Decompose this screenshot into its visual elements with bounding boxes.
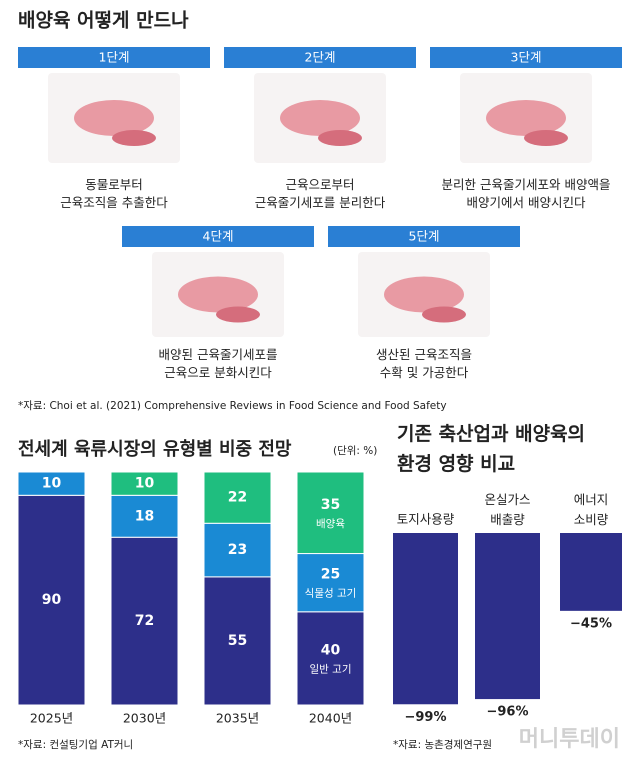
bar xyxy=(475,533,540,700)
illustration xyxy=(216,306,260,323)
bar-segment xyxy=(17,471,86,496)
chart-subtitle: (단위: %) xyxy=(333,444,377,457)
illustration xyxy=(280,100,360,136)
source-note: *자료: 컨설팅기업 AT커니 xyxy=(18,738,133,751)
value-label: 10 xyxy=(135,476,155,492)
x-tick-label: 토지사용량 xyxy=(397,512,455,527)
step-header xyxy=(224,47,416,68)
bar xyxy=(560,533,622,611)
step-header xyxy=(122,226,314,247)
bar-segment xyxy=(296,553,365,613)
illustration xyxy=(524,130,568,146)
value-label: 35 xyxy=(321,497,340,513)
value-label: 40 xyxy=(321,642,341,658)
value-label: −45% xyxy=(570,616,612,631)
bar-segment xyxy=(110,471,179,496)
x-tick-label: 2035년 xyxy=(216,711,259,726)
bar-segment xyxy=(296,471,365,555)
illustration xyxy=(318,130,362,146)
step-header xyxy=(18,47,210,68)
value-label: −99% xyxy=(404,710,446,725)
step-header xyxy=(328,226,520,247)
value-label: 25 xyxy=(321,567,340,583)
illustration xyxy=(384,276,464,313)
illustration xyxy=(486,100,566,136)
x-tick-label: 2030년 xyxy=(123,711,166,726)
series-label: 식물성 고기 xyxy=(305,588,357,600)
source-note: *자료: 농촌경제연구원 xyxy=(393,738,492,751)
illustration xyxy=(422,306,466,323)
step-label: 1단계 xyxy=(99,50,130,65)
step-label: 5단계 xyxy=(409,229,440,244)
value-label: 55 xyxy=(228,633,247,649)
step-label: 2단계 xyxy=(305,50,336,65)
value-label: 10 xyxy=(42,476,62,492)
step-header xyxy=(430,47,622,68)
value-label: 18 xyxy=(135,508,154,524)
x-tick-label: 2025년 xyxy=(30,711,73,726)
illustration xyxy=(178,276,258,313)
value-label: 90 xyxy=(42,592,62,608)
value-label: 22 xyxy=(228,490,247,506)
step-description: 생산된 근육조직을 수확 및 가공한다 xyxy=(376,347,472,380)
bar-segment xyxy=(110,536,179,706)
step-description: 근육으로부터 근육줄기세포를 분리한다 xyxy=(255,177,386,210)
illustration xyxy=(74,100,154,136)
bar-segment xyxy=(203,522,272,578)
step-label: 4단계 xyxy=(203,229,234,244)
x-tick-label: 2040년 xyxy=(309,711,352,726)
source-note: *자료: Choi et al. (2021) Comprehensive Re… xyxy=(18,400,447,412)
series-label: 일반 고기 xyxy=(310,662,352,675)
bar-segment xyxy=(296,611,365,706)
value-label: −96% xyxy=(486,705,528,720)
step-description: 배양된 근육줄기세포를 근육으로 분화시킨다 xyxy=(159,347,278,380)
bar-segment xyxy=(203,576,272,706)
value-label: 23 xyxy=(228,542,247,558)
illustration xyxy=(112,130,156,146)
series-label: 배양육 xyxy=(316,518,345,530)
bar-segment xyxy=(203,471,272,524)
value-label: 72 xyxy=(135,613,154,629)
x-tick-label: 온실가스 배출량 xyxy=(484,492,530,527)
bar-segment xyxy=(110,494,179,538)
chart-title: 기존 축산업과 배양육의 환경 영향 비교 xyxy=(397,423,585,475)
x-tick-label: 에너지 소비량 xyxy=(574,492,609,527)
watermark: 머니투데이 xyxy=(519,727,620,752)
step-description: 동물로부터 근육조직을 추출한다 xyxy=(60,177,168,210)
step-description: 분리한 근육줄기세포와 배양액을 배양기에서 배양시킨다 xyxy=(442,177,611,210)
step-label: 3단계 xyxy=(511,50,542,65)
page-title: 배양육 어떻게 만드나 xyxy=(18,10,189,32)
chart-title: 전세계 육류시장의 유형별 비중 전망 xyxy=(18,439,292,460)
bar xyxy=(393,533,458,705)
